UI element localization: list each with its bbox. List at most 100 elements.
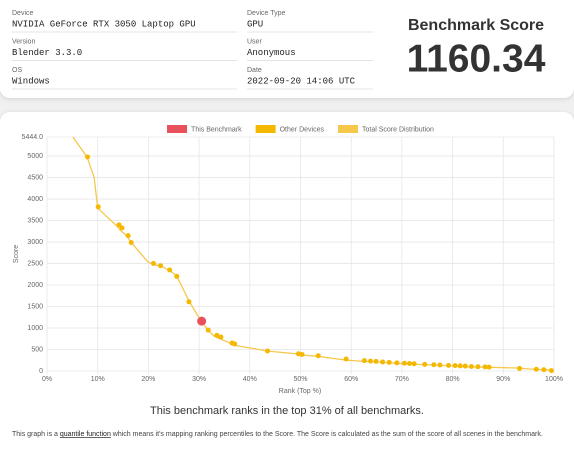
- device-point: [95, 204, 101, 210]
- field-label: User: [247, 38, 262, 45]
- device-point: [367, 358, 373, 364]
- device-point: [517, 365, 523, 371]
- device-point: [533, 366, 539, 372]
- y-tick-label: 4000: [27, 196, 43, 203]
- device-point: [482, 364, 488, 370]
- y-tick-label: 5000: [27, 153, 43, 160]
- device-point: [548, 368, 554, 374]
- device-point: [386, 359, 392, 365]
- field-label: Version: [12, 38, 35, 45]
- device-point: [205, 327, 211, 333]
- field-label: Device Type: [247, 10, 285, 17]
- y-tick-label: 1000: [27, 325, 43, 332]
- y-tick-label: 500: [31, 346, 43, 353]
- y-tick-label: 3500: [27, 217, 43, 224]
- device-point: [437, 362, 443, 368]
- device-point: [411, 361, 417, 367]
- y-axis-title: Score: [13, 245, 20, 263]
- device-point: [158, 263, 164, 269]
- device-point: [452, 363, 458, 369]
- device-point: [401, 360, 407, 366]
- x-tick-label: 100%: [545, 376, 563, 383]
- field-value: Anonymous: [247, 48, 296, 58]
- score-value: 1160.34: [407, 37, 546, 80]
- x-tick-label: 40%: [243, 376, 257, 383]
- legend-swatch: [337, 125, 358, 133]
- legend-swatch: [167, 125, 188, 133]
- info-card: [0, 0, 574, 98]
- device-point: [299, 351, 305, 357]
- legend-item: Total Score Distribution: [337, 125, 434, 133]
- score-title: Benchmark Score: [408, 17, 544, 34]
- device-point: [486, 364, 492, 370]
- x-tick-label: 90%: [496, 376, 510, 383]
- device-point: [186, 299, 192, 305]
- legend-item: This Benchmark: [167, 125, 242, 133]
- field-label: OS: [12, 67, 22, 74]
- y-tick-label: 3000: [27, 239, 43, 246]
- device-point: [343, 356, 349, 362]
- x-tick-label: 50%: [293, 376, 307, 383]
- device-point: [174, 273, 180, 279]
- device-point: [150, 261, 156, 267]
- footnote-text: which means it's mapping ranking percent…: [111, 431, 543, 438]
- y-tick-label: 1500: [27, 303, 43, 310]
- device-point: [457, 363, 463, 369]
- y-tick-label: 0: [39, 368, 43, 375]
- device-point: [380, 359, 386, 365]
- y-tick-label: 5444.0: [22, 134, 44, 141]
- device-point: [446, 362, 452, 368]
- device-point: [541, 367, 547, 373]
- device-point: [373, 358, 379, 364]
- legend-label: Other Devices: [280, 126, 325, 133]
- footnote-link[interactable]: quantile function: [60, 431, 111, 438]
- legend-label: This Benchmark: [191, 126, 242, 133]
- field-value: Windows: [12, 76, 50, 86]
- footnote: This graph is a quantile function which …: [12, 431, 543, 438]
- device-point: [315, 353, 321, 359]
- x-axis-title: Rank (Top %): [279, 388, 321, 395]
- x-tick-label: 80%: [446, 376, 460, 383]
- x-tick-label: 30%: [192, 376, 206, 383]
- device-point: [422, 361, 428, 367]
- device-point: [407, 360, 413, 366]
- device-point: [214, 332, 220, 338]
- y-tick-label: 2500: [27, 260, 43, 267]
- device-point: [265, 348, 271, 354]
- legend-label: Total Score Distribution: [362, 126, 434, 133]
- x-tick-label: 60%: [344, 376, 358, 383]
- y-tick-label: 2000: [27, 282, 43, 289]
- device-point: [128, 239, 134, 245]
- device-point: [431, 362, 437, 368]
- device-point: [468, 363, 474, 369]
- device-point: [218, 334, 224, 340]
- device-point: [119, 225, 125, 231]
- field-label: Date: [247, 67, 262, 74]
- device-point: [394, 360, 400, 366]
- device-point: [232, 341, 238, 347]
- device-point: [116, 222, 122, 228]
- field-value: NVIDIA GeForce RTX 3050 Laptop GPU: [12, 19, 196, 29]
- field-value: 2022-09-20 14:06 UTC: [247, 76, 356, 86]
- device-point: [167, 267, 173, 273]
- field-value: GPU: [247, 19, 263, 29]
- x-tick-label: 20%: [141, 376, 155, 383]
- device-point: [361, 358, 367, 364]
- this-benchmark-point: [197, 316, 207, 326]
- chart-card: [0, 112, 574, 450]
- device-point: [85, 154, 91, 160]
- x-tick-label: 70%: [395, 376, 409, 383]
- device-point: [462, 363, 468, 369]
- footnote-text: This graph is a: [12, 431, 60, 438]
- y-tick-label: 4500: [27, 174, 43, 181]
- summary: This benchmark ranks in the top 31% of a…: [150, 405, 424, 417]
- legend-item: Other Devices: [255, 125, 325, 133]
- device-point: [125, 233, 131, 239]
- field-value: Blender 3.3.0: [12, 48, 82, 58]
- x-tick-label: 0%: [42, 376, 52, 383]
- device-point: [475, 364, 481, 370]
- field-label: Device: [12, 10, 34, 17]
- x-tick-label: 10%: [91, 376, 105, 383]
